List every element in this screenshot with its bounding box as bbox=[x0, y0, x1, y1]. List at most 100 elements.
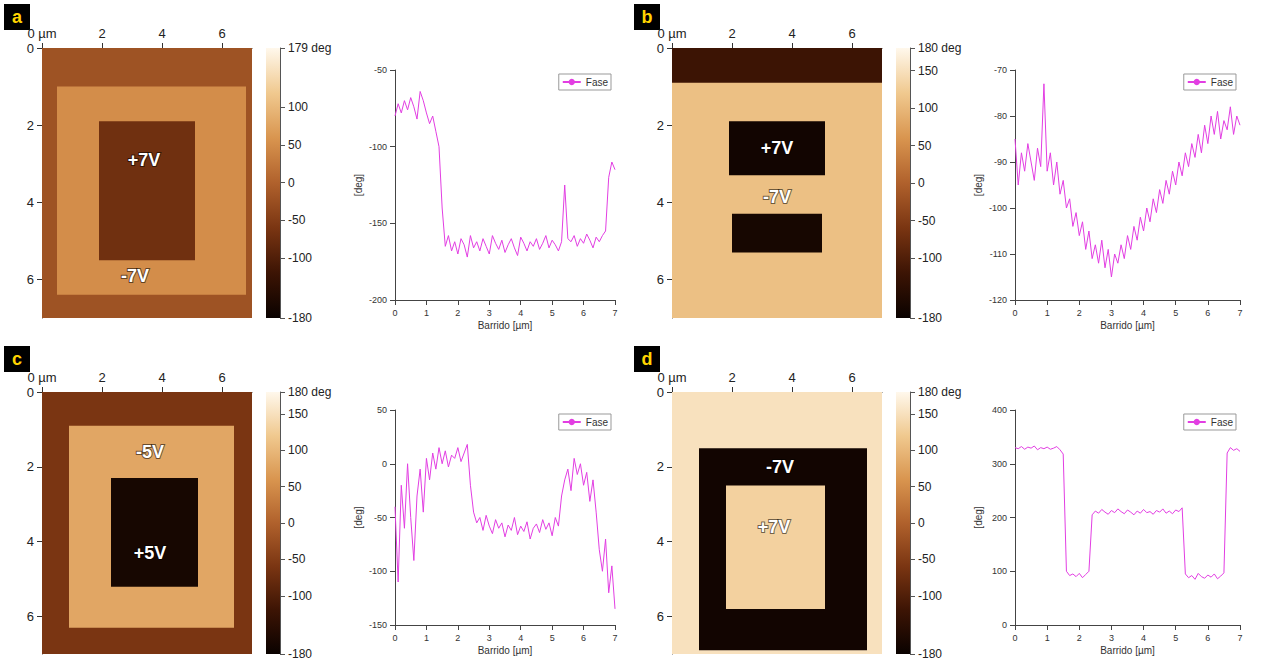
svg-text:-100: -100 bbox=[288, 251, 312, 265]
svg-text:4: 4 bbox=[158, 26, 165, 41]
svg-text:b: b bbox=[642, 7, 653, 27]
svg-text:6: 6 bbox=[27, 609, 34, 624]
svg-text:7: 7 bbox=[1237, 633, 1242, 643]
svg-text:400: 400 bbox=[992, 405, 1007, 415]
svg-text:150: 150 bbox=[918, 64, 938, 78]
svg-text:2: 2 bbox=[728, 370, 735, 385]
svg-text:-180: -180 bbox=[918, 647, 942, 661]
svg-text:6: 6 bbox=[657, 272, 664, 287]
svg-text:6: 6 bbox=[657, 609, 664, 624]
svg-text:[deg]: [deg] bbox=[353, 174, 364, 196]
svg-text:6: 6 bbox=[27, 272, 34, 287]
svg-text:0: 0 bbox=[382, 459, 387, 469]
svg-text:Fase: Fase bbox=[586, 77, 609, 88]
svg-text:0: 0 bbox=[27, 41, 34, 56]
svg-text:2: 2 bbox=[728, 26, 735, 41]
svg-text:2: 2 bbox=[455, 308, 460, 318]
svg-text:-90: -90 bbox=[994, 157, 1007, 167]
svg-text:+7V: +7V bbox=[128, 150, 161, 170]
svg-text:Barrido [µm]: Barrido [µm] bbox=[1100, 320, 1155, 331]
svg-text:-100: -100 bbox=[918, 251, 942, 265]
svg-text:+7V: +7V bbox=[761, 138, 794, 158]
svg-text:0 µm: 0 µm bbox=[657, 370, 686, 385]
svg-text:-50: -50 bbox=[288, 213, 306, 227]
svg-text:1: 1 bbox=[424, 308, 429, 318]
svg-text:6: 6 bbox=[218, 26, 225, 41]
svg-text:-7V: -7V bbox=[766, 457, 794, 477]
svg-text:4: 4 bbox=[27, 195, 34, 210]
svg-text:-150: -150 bbox=[369, 218, 387, 228]
svg-text:300: 300 bbox=[992, 459, 1007, 469]
svg-text:6: 6 bbox=[848, 26, 855, 41]
svg-text:-100: -100 bbox=[369, 566, 387, 576]
svg-text:5: 5 bbox=[1173, 308, 1178, 318]
svg-text:-7V: -7V bbox=[763, 187, 791, 207]
svg-text:Barrido [µm]: Barrido [µm] bbox=[478, 645, 533, 656]
svg-text:1: 1 bbox=[424, 633, 429, 643]
svg-text:Fase: Fase bbox=[1211, 77, 1234, 88]
svg-text:c: c bbox=[12, 349, 22, 369]
svg-text:2: 2 bbox=[98, 370, 105, 385]
svg-text:-100: -100 bbox=[918, 589, 942, 603]
svg-text:4: 4 bbox=[788, 370, 795, 385]
svg-text:4: 4 bbox=[657, 534, 664, 549]
svg-text:Fase: Fase bbox=[586, 417, 609, 428]
svg-text:2: 2 bbox=[98, 26, 105, 41]
svg-text:-180: -180 bbox=[918, 311, 942, 325]
svg-text:4: 4 bbox=[657, 195, 664, 210]
svg-text:0 µm: 0 µm bbox=[27, 370, 56, 385]
svg-text:0: 0 bbox=[657, 41, 664, 56]
svg-text:4: 4 bbox=[788, 26, 795, 41]
svg-text:2: 2 bbox=[27, 118, 34, 133]
svg-text:6: 6 bbox=[1205, 308, 1210, 318]
svg-text:Fase: Fase bbox=[1211, 417, 1234, 428]
svg-text:50: 50 bbox=[918, 139, 932, 153]
svg-text:4: 4 bbox=[1141, 308, 1146, 318]
svg-text:2: 2 bbox=[657, 459, 664, 474]
svg-text:0: 0 bbox=[918, 176, 925, 190]
svg-text:-120: -120 bbox=[989, 295, 1007, 305]
svg-text:-180: -180 bbox=[288, 311, 312, 325]
svg-text:6: 6 bbox=[1205, 633, 1210, 643]
svg-text:1: 1 bbox=[1045, 633, 1050, 643]
svg-text:2: 2 bbox=[27, 459, 34, 474]
svg-text:5: 5 bbox=[550, 633, 555, 643]
svg-text:100: 100 bbox=[288, 100, 308, 114]
svg-text:180 deg: 180 deg bbox=[918, 385, 961, 399]
svg-text:150: 150 bbox=[918, 407, 938, 421]
svg-text:3: 3 bbox=[487, 633, 492, 643]
svg-text:150: 150 bbox=[288, 407, 308, 421]
svg-text:0: 0 bbox=[918, 516, 925, 530]
svg-text:-50: -50 bbox=[918, 214, 936, 228]
svg-text:179 deg: 179 deg bbox=[288, 41, 331, 55]
svg-text:50: 50 bbox=[918, 480, 932, 494]
svg-text:4: 4 bbox=[1141, 633, 1146, 643]
svg-text:-180: -180 bbox=[288, 647, 312, 661]
svg-text:2: 2 bbox=[1077, 633, 1082, 643]
svg-text:0: 0 bbox=[288, 516, 295, 530]
svg-text:0: 0 bbox=[1012, 308, 1017, 318]
svg-text:50: 50 bbox=[288, 480, 302, 494]
svg-text:0: 0 bbox=[392, 308, 397, 318]
svg-text:0 µm: 0 µm bbox=[27, 26, 56, 41]
svg-text:100: 100 bbox=[288, 443, 308, 457]
svg-text:2: 2 bbox=[455, 633, 460, 643]
svg-text:[deg]: [deg] bbox=[973, 506, 984, 528]
svg-text:-50: -50 bbox=[288, 552, 306, 566]
svg-text:3: 3 bbox=[1109, 633, 1114, 643]
svg-text:6: 6 bbox=[581, 308, 586, 318]
svg-text:-100: -100 bbox=[369, 142, 387, 152]
svg-text:-70: -70 bbox=[994, 65, 1007, 75]
svg-text:-100: -100 bbox=[989, 203, 1007, 213]
svg-text:0: 0 bbox=[1002, 620, 1007, 630]
svg-text:-50: -50 bbox=[918, 552, 936, 566]
svg-text:7: 7 bbox=[1237, 308, 1242, 318]
svg-text:+7V: +7V bbox=[758, 517, 791, 537]
svg-text:[deg]: [deg] bbox=[353, 506, 364, 528]
svg-text:Barrido [µm]: Barrido [µm] bbox=[478, 320, 533, 331]
svg-text:6: 6 bbox=[218, 370, 225, 385]
svg-text:6: 6 bbox=[581, 633, 586, 643]
svg-text:5: 5 bbox=[550, 308, 555, 318]
svg-text:4: 4 bbox=[518, 308, 523, 318]
svg-text:100: 100 bbox=[992, 566, 1007, 576]
